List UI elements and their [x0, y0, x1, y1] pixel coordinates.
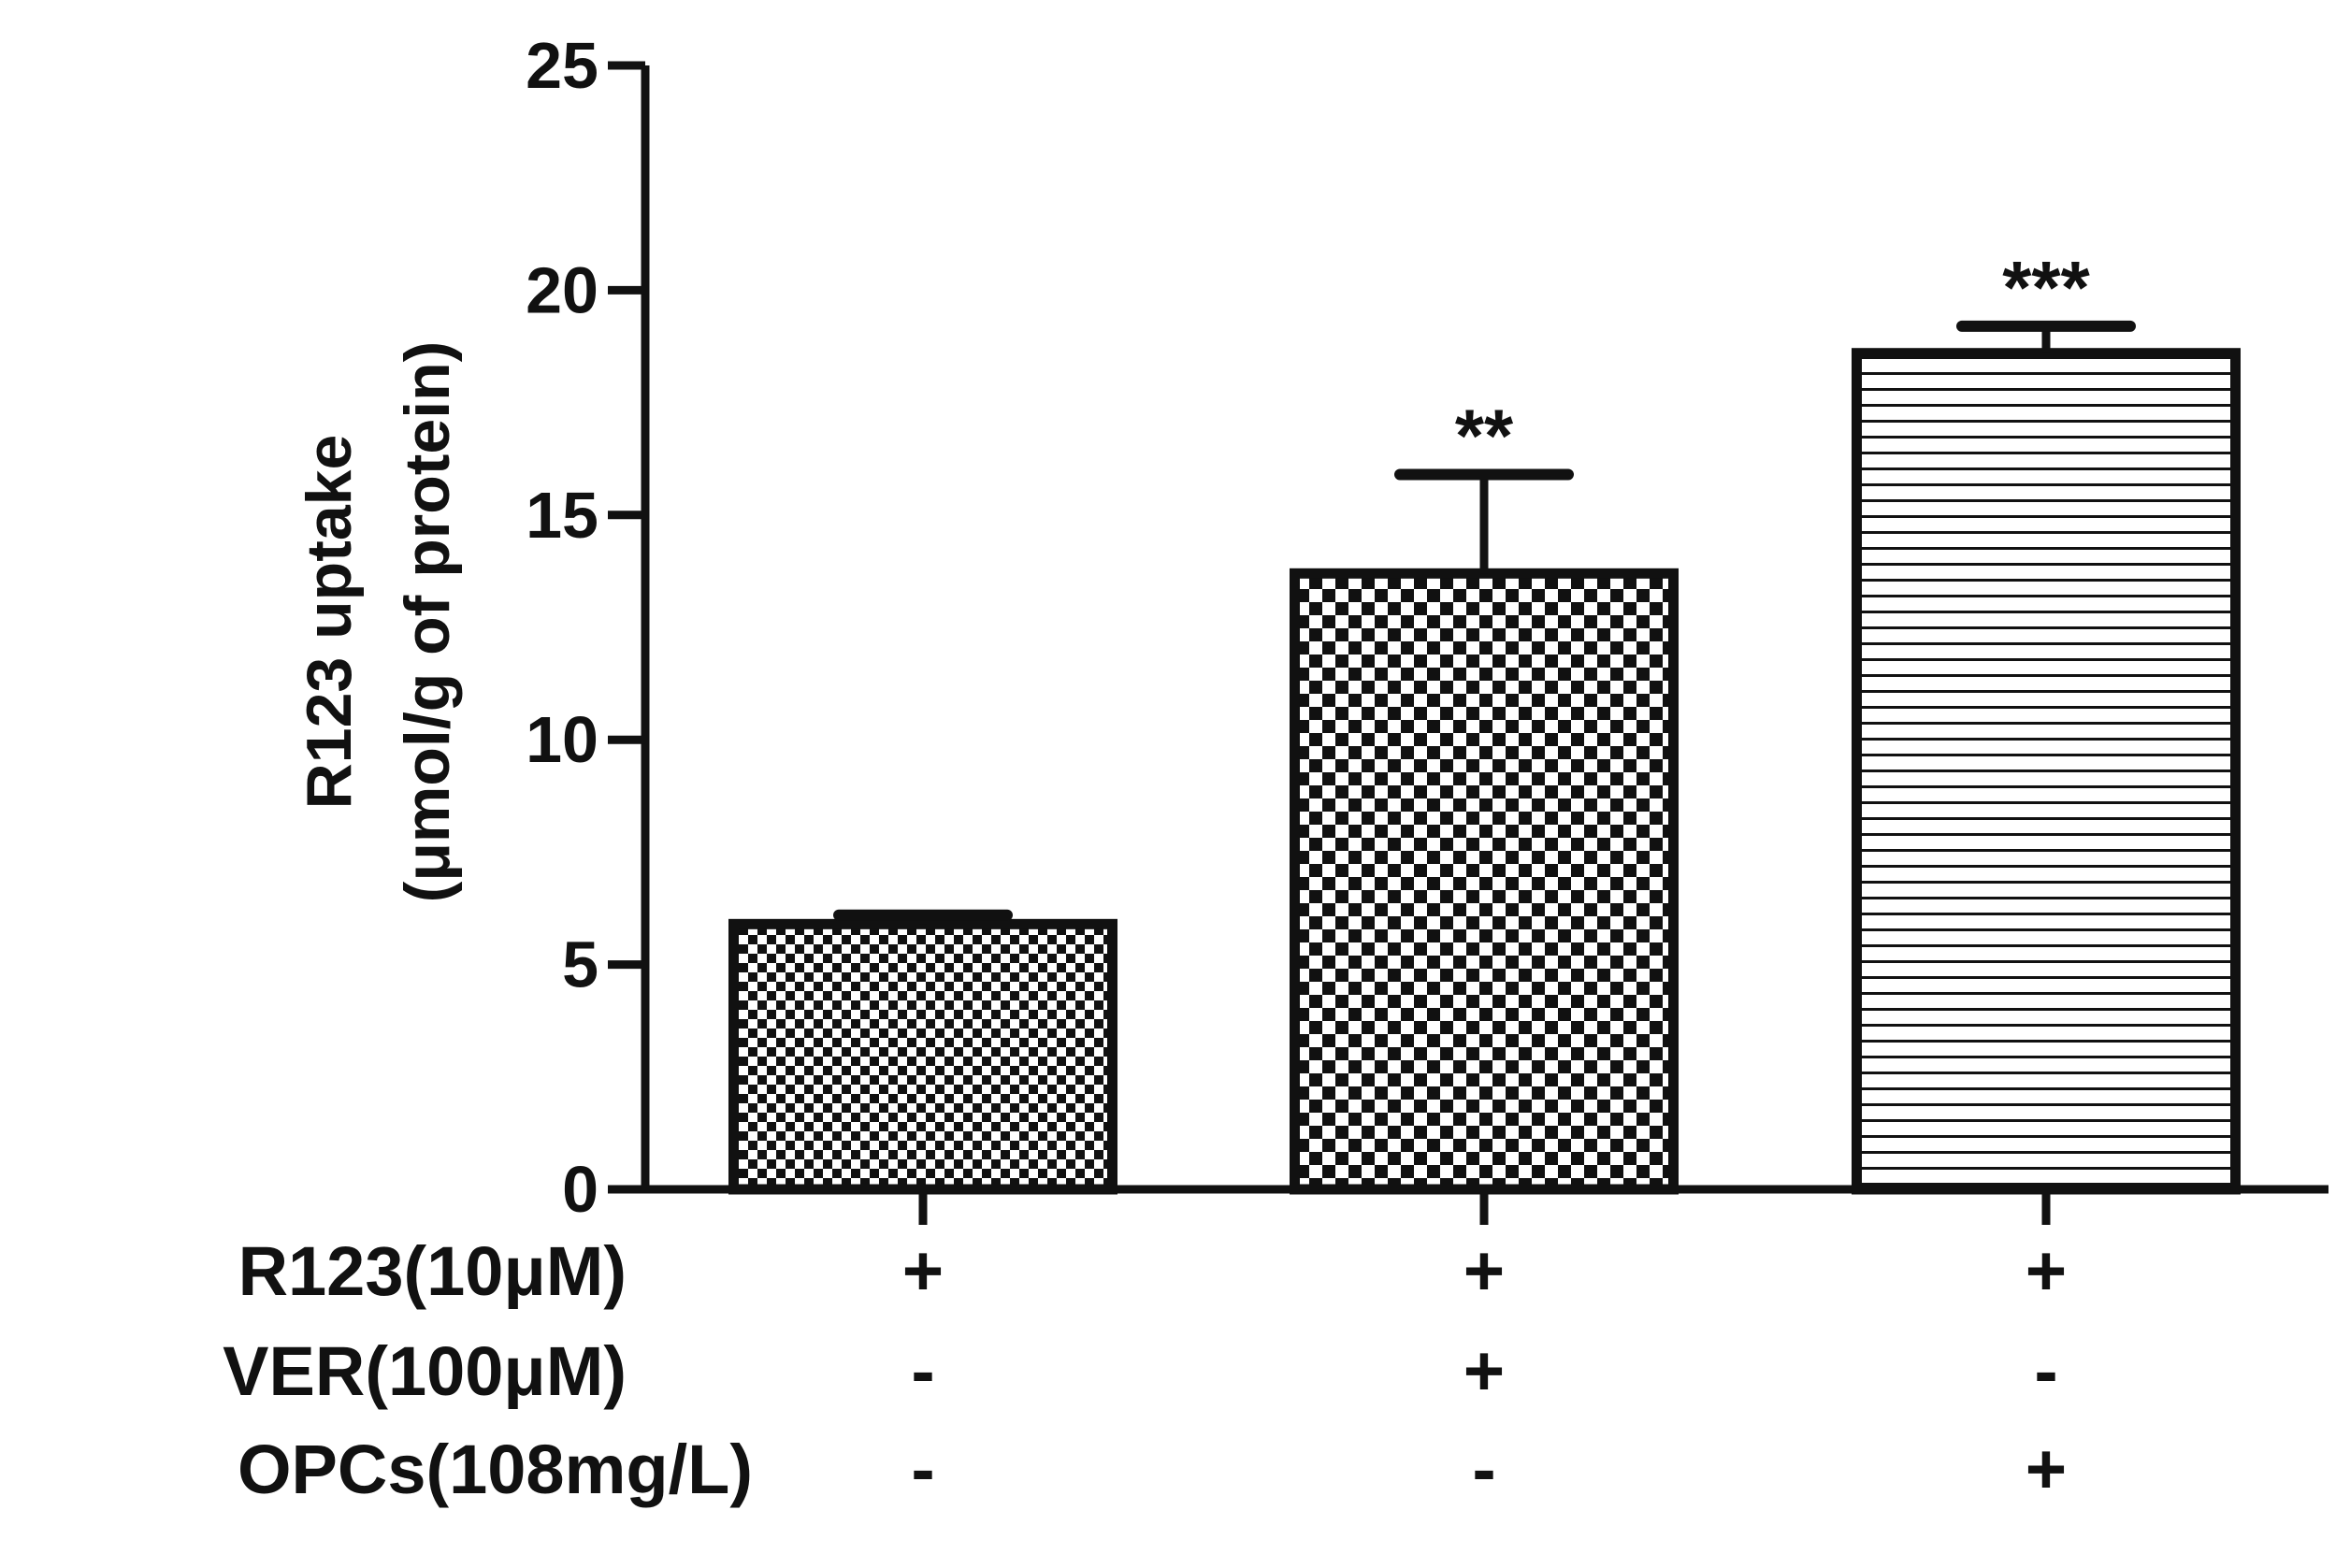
treatment-sign: +: [2026, 1231, 2067, 1311]
y-tick-label: 20: [526, 253, 598, 326]
y-tick-label: 15: [526, 479, 598, 552]
treatment-label: R123(10μM): [238, 1232, 627, 1310]
error-bars: *****: [833, 246, 2136, 925]
treatment-sign: -: [911, 1430, 934, 1509]
bar-1: [728, 918, 1117, 1195]
treatment-table: R123(10μM) + + + VER(100μM) - + - OPCs(108mg/L) -…: [223, 1231, 2067, 1509]
significance-label: **: [1455, 395, 1514, 478]
bar-3: [1852, 348, 2241, 1195]
treatment-sign: +: [2026, 1430, 2067, 1509]
treatment-sign: +: [1463, 1331, 1505, 1411]
treatment-sign: -: [1472, 1430, 1495, 1509]
y-axis-ticks: 0 5 10 15 20 25: [526, 29, 645, 1226]
treatment-sign: -: [911, 1331, 934, 1411]
treatment-label: VER(100μM): [223, 1332, 627, 1410]
treatment-sign: +: [902, 1231, 944, 1311]
y-tick-label: 25: [526, 29, 598, 102]
bars: [728, 348, 2241, 1195]
significance-label: ***: [2002, 246, 2090, 329]
y-tick-label: 0: [562, 1153, 598, 1226]
y-axis-label-line2: (μmol/g of protein): [392, 341, 463, 903]
y-tick-label: 5: [562, 928, 598, 1001]
x-axis-ticks: [918, 1189, 2051, 1225]
treatment-sign: -: [2034, 1331, 2057, 1411]
treatment-label: OPCs(108mg/L): [238, 1431, 753, 1508]
treatment-sign: +: [1463, 1231, 1505, 1311]
y-tick-label: 10: [526, 703, 598, 776]
y-axis-label-line1: R123 uptake: [294, 435, 365, 810]
bar-2: [1290, 568, 1679, 1195]
y-axis-label: R123 uptake (μmol/g of protein): [294, 341, 463, 903]
